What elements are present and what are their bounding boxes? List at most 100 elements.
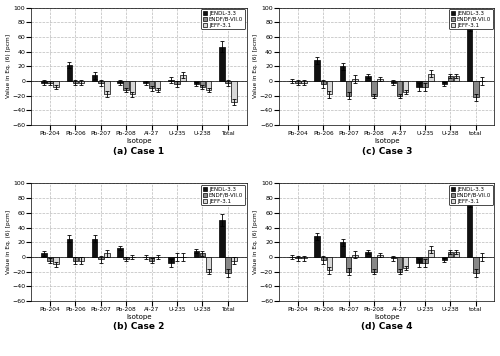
Bar: [104, 81, 110, 94]
Bar: [200, 253, 205, 257]
Bar: [454, 252, 459, 257]
Y-axis label: Value in Eq. (6) [pcm]: Value in Eq. (6) [pcm]: [254, 210, 258, 274]
Text: (c) Case 3: (c) Case 3: [362, 147, 412, 156]
Bar: [326, 81, 332, 94]
Bar: [372, 257, 377, 272]
Bar: [442, 81, 447, 84]
Bar: [168, 80, 173, 81]
Legend: JENDL-3.3, ENDF/B-VII.0, JEFF-3.1: JENDL-3.3, ENDF/B-VII.0, JEFF-3.1: [449, 9, 493, 30]
Bar: [397, 257, 402, 272]
Bar: [390, 81, 396, 83]
Bar: [403, 81, 408, 92]
Bar: [118, 81, 123, 83]
Bar: [130, 81, 135, 94]
X-axis label: Isotope: Isotope: [126, 314, 152, 320]
Bar: [295, 257, 300, 258]
Bar: [416, 257, 422, 263]
Bar: [168, 257, 173, 263]
Bar: [98, 257, 103, 259]
Bar: [174, 81, 180, 84]
Y-axis label: Value in Eq. (6) [pcm]: Value in Eq. (6) [pcm]: [6, 34, 10, 98]
Bar: [194, 81, 199, 84]
Bar: [66, 65, 72, 81]
Bar: [422, 81, 428, 87]
Bar: [78, 81, 84, 83]
Bar: [149, 257, 154, 261]
Bar: [340, 242, 345, 257]
Bar: [72, 257, 78, 261]
Bar: [104, 253, 110, 257]
X-axis label: Isotope: Isotope: [374, 314, 400, 320]
Bar: [72, 81, 78, 83]
Bar: [326, 257, 332, 270]
Bar: [416, 81, 422, 87]
X-axis label: Isotope: Isotope: [126, 138, 152, 144]
Bar: [378, 79, 383, 81]
Bar: [378, 255, 383, 257]
Bar: [428, 250, 434, 257]
Bar: [366, 252, 371, 257]
Bar: [232, 81, 236, 102]
Bar: [155, 81, 160, 90]
Bar: [219, 47, 224, 81]
Bar: [124, 257, 129, 259]
Bar: [206, 257, 212, 272]
Text: (b) Case 2: (b) Case 2: [113, 323, 164, 331]
Bar: [467, 22, 472, 81]
Bar: [92, 75, 98, 81]
Bar: [320, 81, 326, 84]
Bar: [47, 81, 52, 83]
Bar: [454, 76, 459, 81]
Bar: [301, 257, 306, 258]
Bar: [78, 257, 84, 261]
Bar: [92, 239, 98, 257]
Bar: [314, 236, 320, 257]
Y-axis label: Value in Eq. (6) [pcm]: Value in Eq. (6) [pcm]: [6, 210, 10, 274]
Bar: [346, 257, 352, 272]
Bar: [200, 81, 205, 87]
Bar: [143, 81, 148, 83]
Bar: [473, 81, 478, 97]
Legend: JENDL-3.3, ENDF/B-VII.0, JEFF-3.1: JENDL-3.3, ENDF/B-VII.0, JEFF-3.1: [201, 9, 245, 30]
Bar: [225, 257, 230, 273]
Bar: [397, 81, 402, 96]
Bar: [320, 257, 326, 260]
Text: (a) Case 1: (a) Case 1: [114, 147, 164, 156]
Bar: [366, 76, 371, 81]
Bar: [473, 257, 478, 273]
Bar: [295, 81, 300, 83]
Bar: [41, 253, 46, 257]
Bar: [41, 81, 46, 83]
Bar: [118, 248, 123, 257]
Legend: JENDL-3.3, ENDF/B-VII.0, JEFF-3.1: JENDL-3.3, ENDF/B-VII.0, JEFF-3.1: [449, 185, 493, 205]
Bar: [194, 251, 199, 257]
Bar: [422, 257, 428, 263]
Bar: [54, 81, 59, 87]
Legend: JENDL-3.3, ENDF/B-VII.0, JEFF-3.1: JENDL-3.3, ENDF/B-VII.0, JEFF-3.1: [201, 185, 245, 205]
Bar: [314, 61, 320, 81]
Bar: [390, 257, 396, 258]
Text: (d) Case 4: (d) Case 4: [361, 323, 412, 331]
Bar: [47, 257, 52, 261]
Bar: [66, 239, 72, 257]
Bar: [225, 81, 230, 83]
Bar: [340, 66, 345, 81]
Y-axis label: Value in Eq. (6) [pcm]: Value in Eq. (6) [pcm]: [254, 34, 258, 98]
Bar: [219, 220, 224, 257]
Bar: [301, 81, 306, 83]
Bar: [442, 257, 447, 260]
Bar: [98, 81, 103, 83]
Bar: [180, 75, 186, 81]
Bar: [124, 81, 129, 90]
Bar: [352, 255, 358, 257]
Bar: [346, 81, 352, 96]
X-axis label: Isotope: Isotope: [374, 138, 400, 144]
Bar: [54, 257, 59, 265]
Bar: [403, 257, 408, 268]
Bar: [372, 81, 377, 96]
Bar: [352, 79, 358, 81]
Bar: [232, 257, 236, 261]
Bar: [206, 81, 212, 90]
Bar: [428, 74, 434, 81]
Bar: [448, 76, 453, 81]
